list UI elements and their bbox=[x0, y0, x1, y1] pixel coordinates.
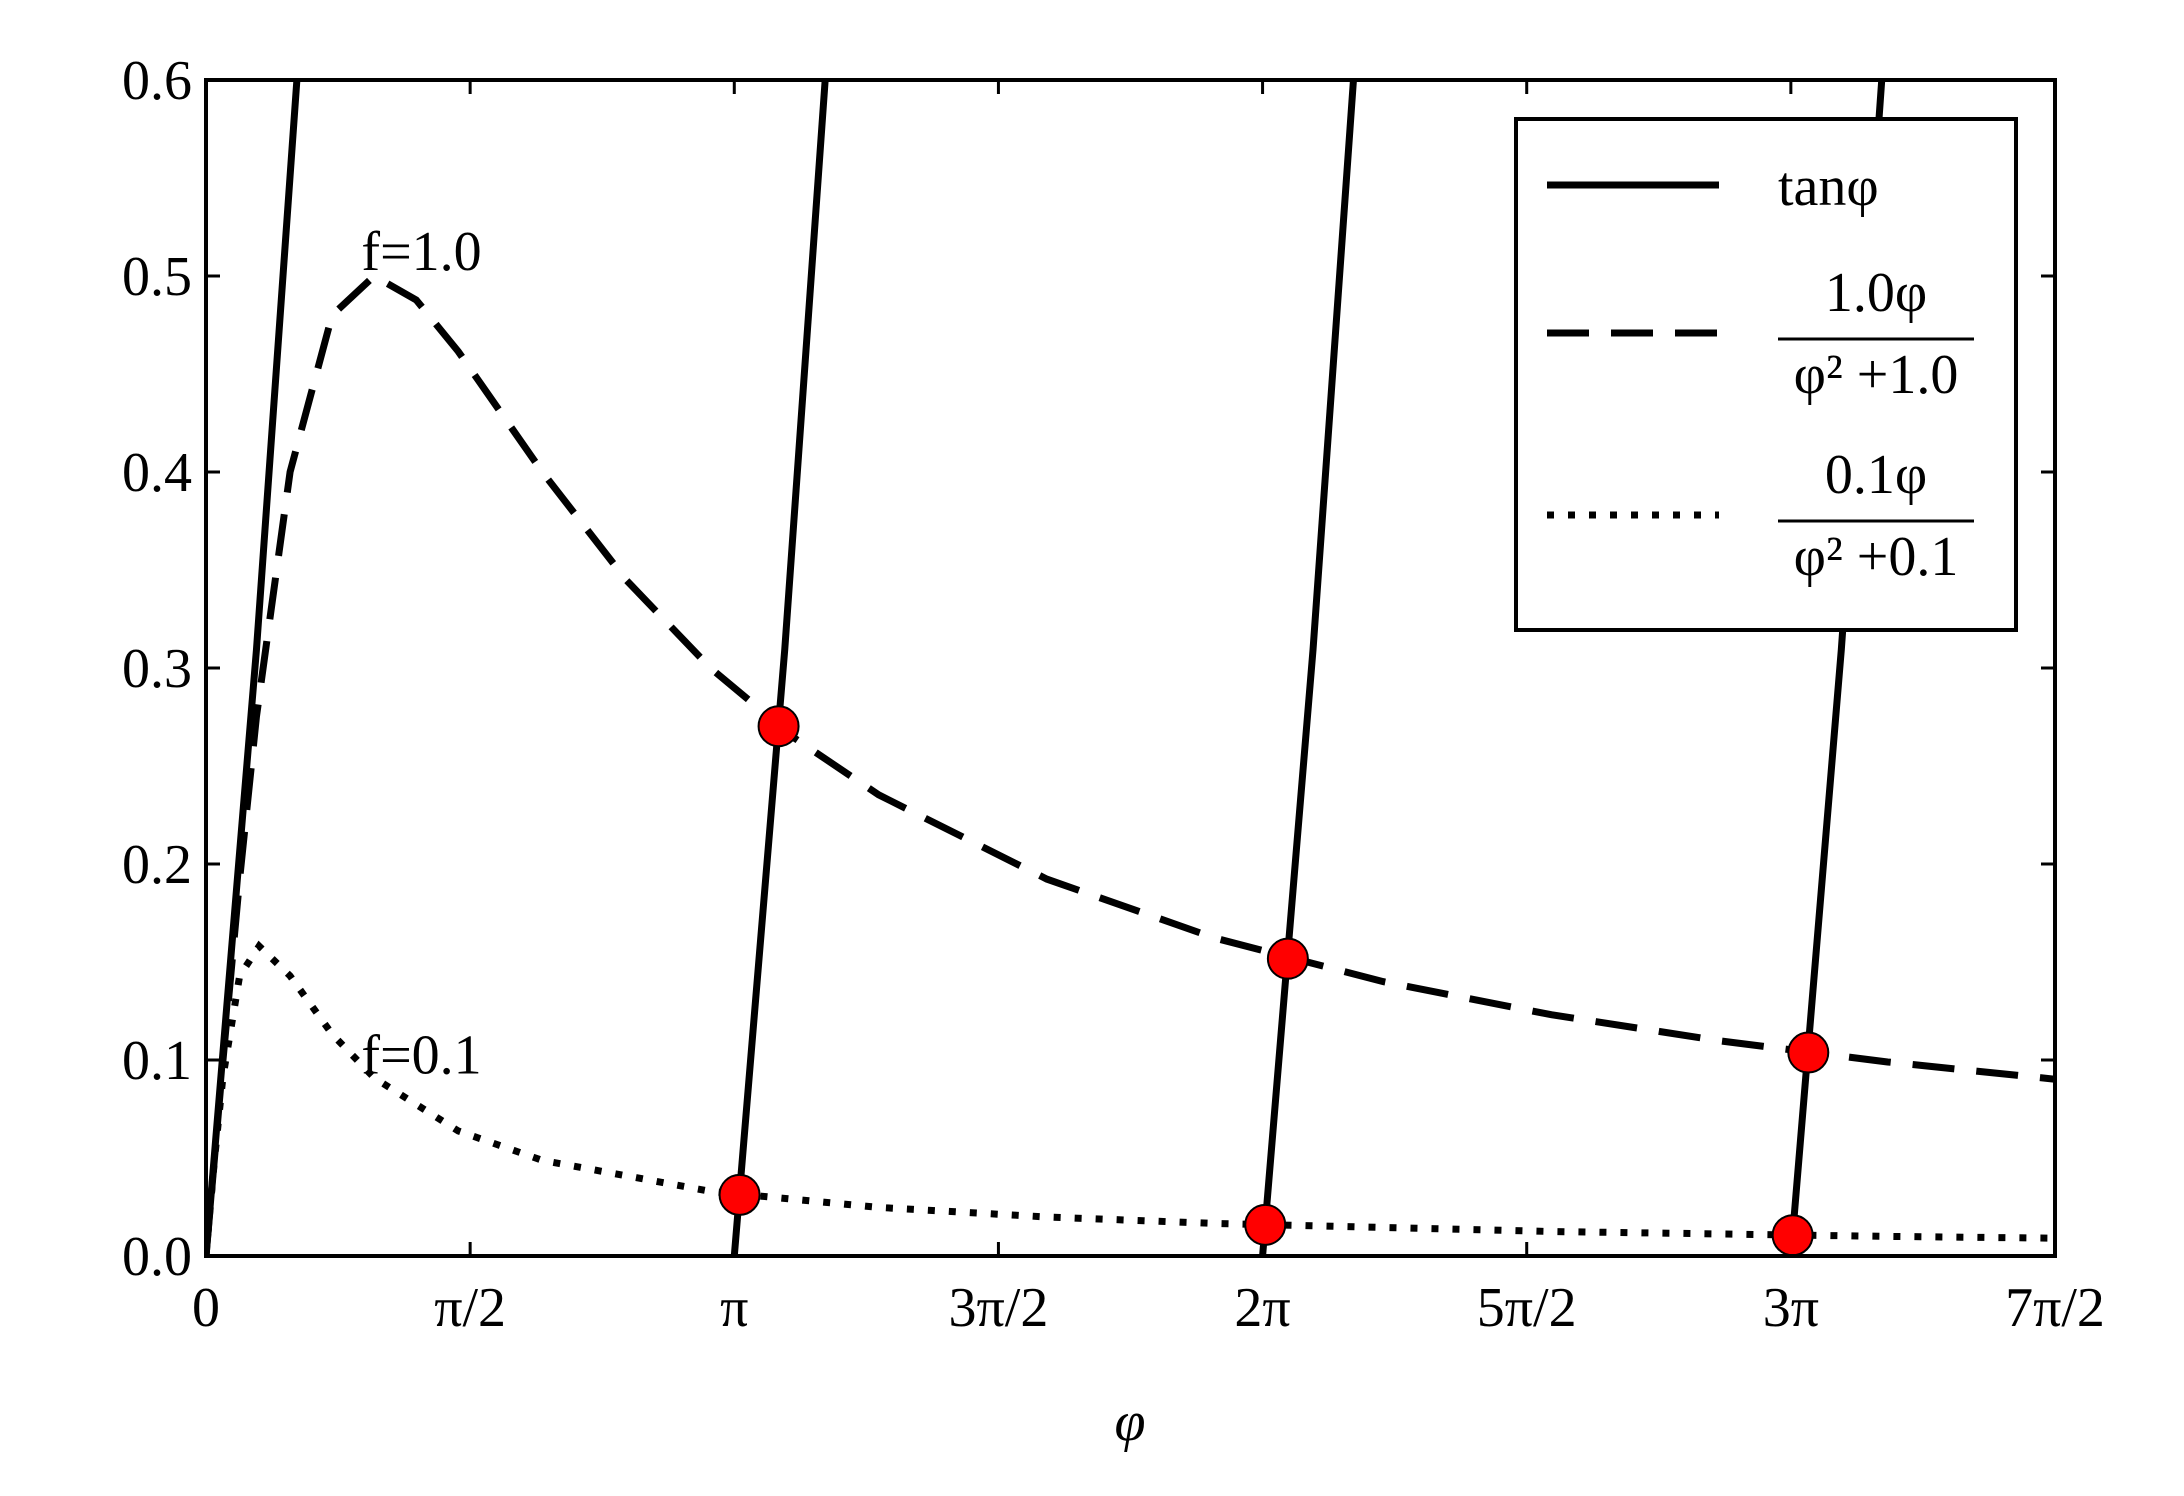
legend-denominator: φ² +1.0 bbox=[1794, 344, 1959, 406]
y-tick-label: 0.3 bbox=[122, 638, 192, 700]
x-tick-label: 0 bbox=[192, 1277, 220, 1339]
x-tick-label: 2π bbox=[1234, 1277, 1290, 1339]
plot-frame bbox=[204, 78, 2057, 1258]
legend-box bbox=[1514, 117, 2018, 632]
x-tick-label: 3π bbox=[1763, 1277, 1819, 1339]
x-tick-label: π bbox=[720, 1277, 748, 1339]
legend-numerator: 1.0φ bbox=[1825, 262, 1927, 324]
legend-numerator: 0.1φ bbox=[1825, 444, 1927, 506]
intersection-point bbox=[1787, 1031, 1830, 1074]
intersection-point bbox=[1771, 1214, 1814, 1257]
x-tick-label: 7π/2 bbox=[2005, 1277, 2105, 1339]
x-axis-label: φ bbox=[1115, 1391, 1146, 1453]
intersection-point bbox=[757, 705, 800, 748]
y-tick-label: 0.2 bbox=[122, 834, 192, 896]
annotation: f=1.0 bbox=[361, 221, 481, 283]
series-line bbox=[206, 80, 1886, 1256]
y-tick-label: 0.5 bbox=[122, 246, 192, 308]
y-tick-label: 0.1 bbox=[122, 1030, 192, 1092]
intersection-point bbox=[718, 1173, 761, 1216]
intersection-point bbox=[1266, 937, 1309, 980]
x-tick-label: π/2 bbox=[434, 1277, 506, 1339]
y-tick-label: 0.0 bbox=[122, 1226, 192, 1288]
x-tick-label: 5π/2 bbox=[1477, 1277, 1577, 1339]
series-line bbox=[206, 940, 2055, 1256]
series-line bbox=[206, 271, 2055, 1256]
annotation: f=0.1 bbox=[361, 1025, 481, 1087]
intersection-point bbox=[1244, 1203, 1287, 1246]
y-tick-label: 0.6 bbox=[122, 50, 192, 112]
y-tick-label: 0.4 bbox=[122, 442, 192, 504]
legend-label: tanφ bbox=[1778, 156, 1879, 218]
legend-denominator: φ² +0.1 bbox=[1794, 526, 1959, 588]
x-tick-label: 3π/2 bbox=[949, 1277, 1049, 1339]
